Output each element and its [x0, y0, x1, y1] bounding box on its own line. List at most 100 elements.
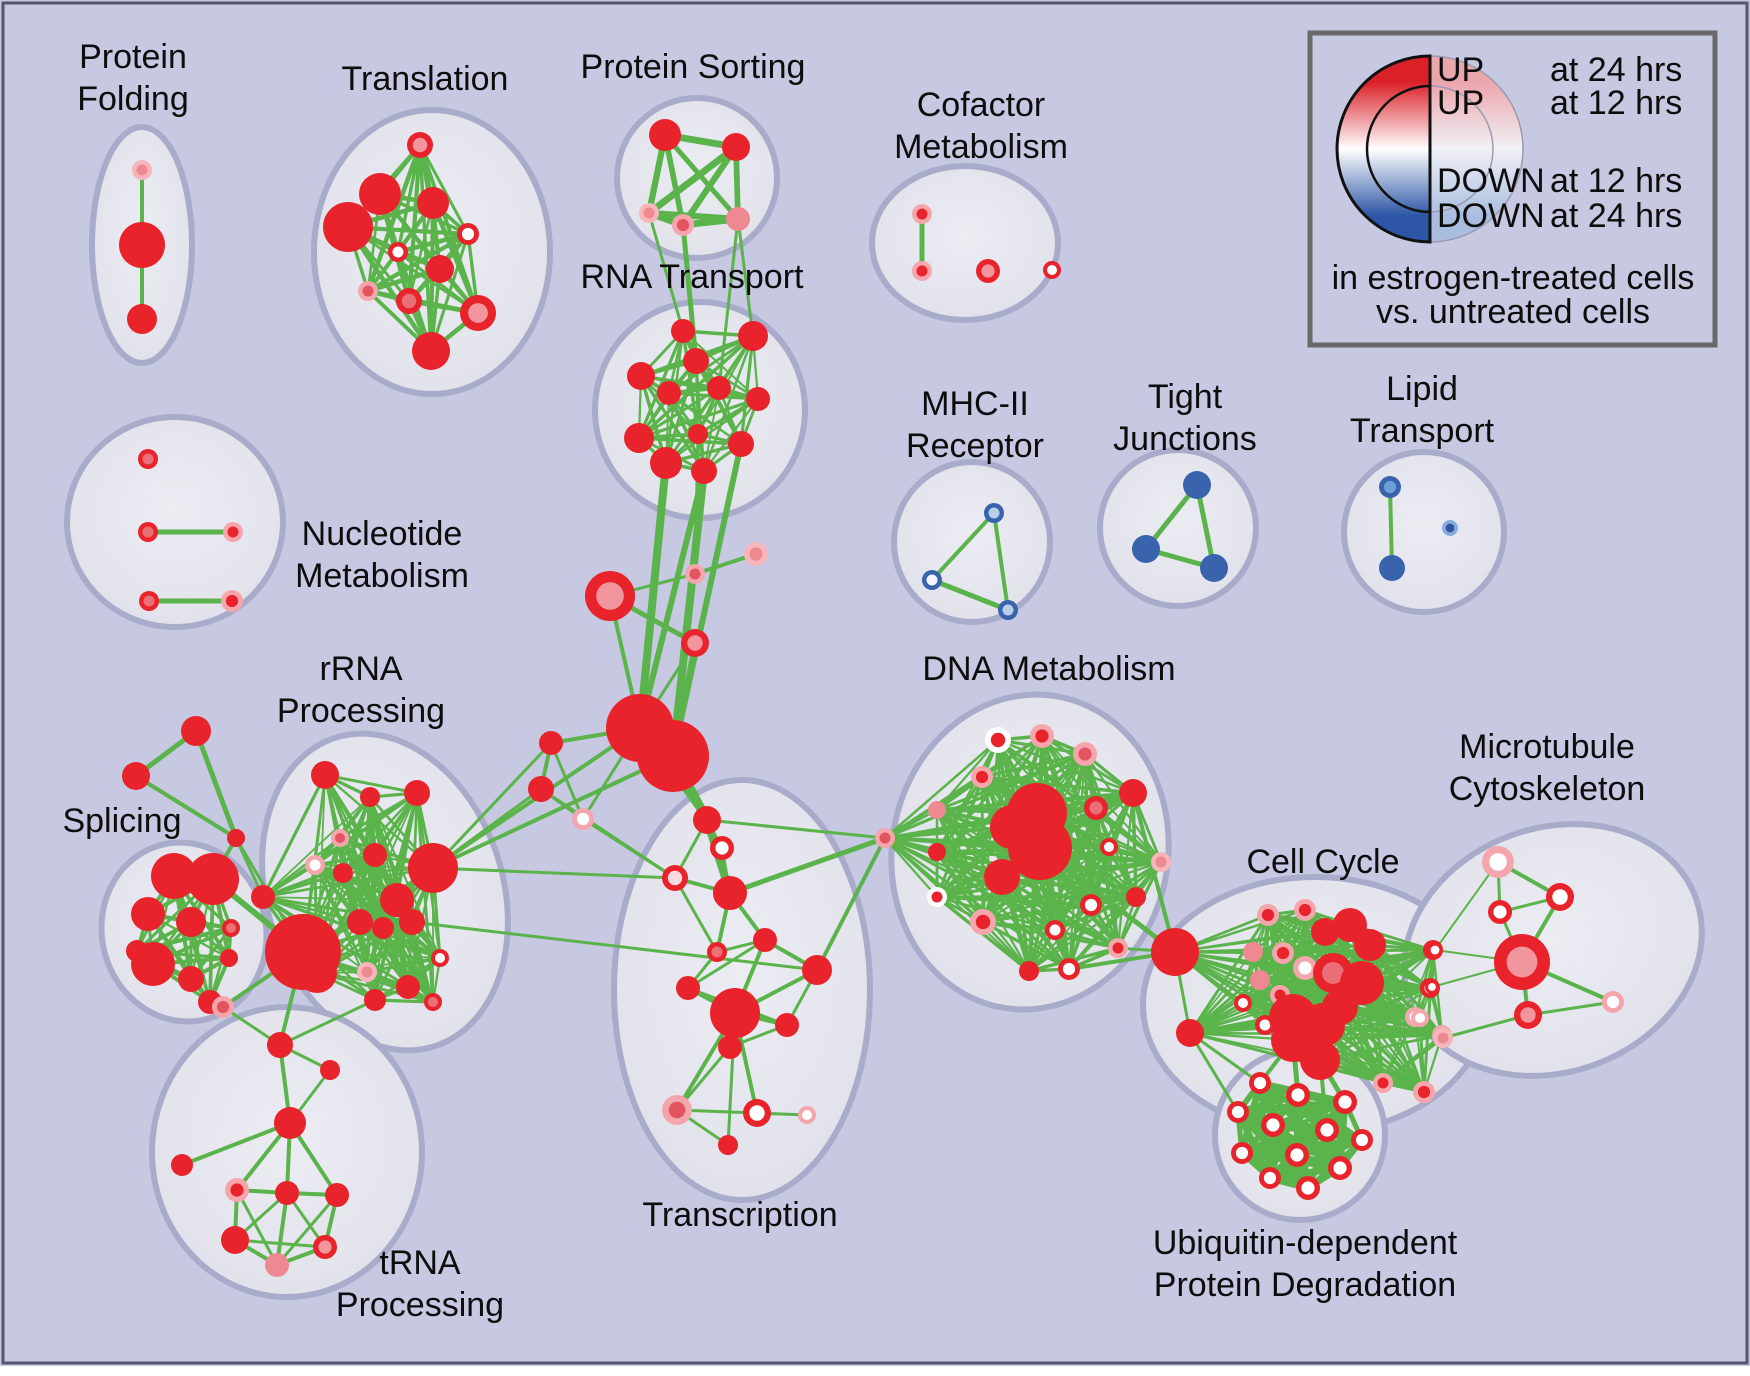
node-nucleotide-metabolism-0[interactable] — [138, 449, 158, 469]
node-splicing-4[interactable] — [222, 919, 240, 937]
node-rna-transport-7[interactable] — [688, 424, 708, 444]
node-cell-cycle-26[interactable] — [1413, 1081, 1435, 1103]
node-lipid-transport-2[interactable] — [1379, 555, 1405, 581]
node-dna-metabolism-22[interactable] — [1019, 961, 1039, 981]
node-transcription-0[interactable] — [693, 806, 721, 834]
node-transcription-1[interactable] — [710, 836, 734, 860]
node-cell-cycle-6[interactable] — [1354, 929, 1386, 961]
node-rrna-processing-11[interactable] — [399, 909, 425, 935]
node-connectors-2[interactable] — [685, 564, 705, 584]
node-cofactor-metabolism-2[interactable] — [976, 259, 1000, 283]
node-transcription-5[interactable] — [707, 942, 727, 962]
node-dna-metabolism-17[interactable] — [1126, 887, 1146, 907]
node-dna-metabolism-19[interactable] — [1045, 920, 1065, 940]
node-trna-processing-5[interactable] — [225, 1178, 249, 1202]
node-translation-4[interactable] — [388, 242, 408, 262]
node-splicing-6[interactable] — [131, 942, 175, 986]
node-rna-transport-4[interactable] — [657, 381, 681, 405]
node-dna-metabolism-20[interactable] — [1058, 958, 1080, 980]
node-microtubule-cytoskeleton-6[interactable] — [1602, 991, 1624, 1013]
node-lipid-transport-0[interactable] — [1379, 476, 1401, 498]
node-rna-transport-5[interactable] — [707, 376, 731, 400]
node-microtubule-cytoskeleton-8[interactable] — [1411, 1009, 1429, 1027]
node-connectors-6[interactable] — [539, 731, 563, 755]
node-cell-cycle-5[interactable] — [1311, 918, 1339, 946]
node-cell-cycle-3[interactable] — [1294, 899, 1316, 921]
node-cell-cycle-2[interactable] — [1257, 904, 1279, 926]
node-dna-metabolism-12[interactable] — [1100, 838, 1118, 856]
node-cell-cycle-12[interactable] — [1250, 970, 1270, 990]
node-connectors-3[interactable] — [744, 542, 768, 566]
node-translation-0[interactable] — [407, 132, 433, 158]
node-transcription-14[interactable] — [718, 1135, 738, 1155]
node-ubiquitin-2[interactable] — [1333, 1090, 1357, 1114]
node-mhc-ii-receptor-2[interactable] — [998, 600, 1018, 620]
node-dna-metabolism-16[interactable] — [1080, 894, 1102, 916]
node-cell-cycle-8[interactable] — [1272, 942, 1294, 964]
node-transcription-4[interactable] — [753, 928, 777, 952]
node-mhc-ii-receptor-1[interactable] — [922, 570, 942, 590]
node-ubiquitin-0[interactable] — [1249, 1072, 1271, 1094]
node-rna-transport-8[interactable] — [624, 423, 654, 453]
node-translation-6[interactable] — [426, 255, 454, 283]
node-mhc-ii-receptor-0[interactable] — [984, 503, 1004, 523]
node-splicing-3[interactable] — [176, 907, 206, 937]
node-rrna-processing-9[interactable] — [372, 917, 394, 939]
node-trna-processing-3[interactable] — [274, 1107, 306, 1139]
node-microtubule-cytoskeleton-5[interactable] — [1425, 980, 1439, 994]
node-ubiquitin-8[interactable] — [1285, 1143, 1309, 1167]
node-rna-transport-9[interactable] — [728, 431, 754, 457]
node-translation-7[interactable] — [358, 281, 378, 301]
node-trna-processing-8[interactable] — [221, 1226, 249, 1254]
node-dna-metabolism-21[interactable] — [1108, 938, 1128, 958]
node-splicing-2[interactable] — [131, 897, 165, 931]
node-rrna-processing-4[interactable] — [305, 855, 325, 875]
node-dna-metabolism-2[interactable] — [1073, 742, 1097, 766]
node-protein-sorting-0[interactable] — [649, 119, 681, 151]
node-translation-9[interactable] — [460, 295, 496, 331]
node-trna-processing-0[interactable] — [212, 996, 234, 1018]
node-protein-folding-2[interactable] — [127, 304, 157, 334]
node-cofactor-metabolism-3[interactable] — [1043, 261, 1061, 279]
node-protein-sorting-4[interactable] — [726, 207, 750, 231]
node-rrna-processing-6[interactable] — [333, 863, 353, 883]
node-translation-3[interactable] — [323, 202, 373, 252]
node-cell-cycle-9[interactable] — [1293, 956, 1317, 980]
node-trna-processing-4[interactable] — [171, 1154, 193, 1176]
node-transcription-8[interactable] — [710, 988, 760, 1038]
node-transcription-11[interactable] — [662, 1095, 692, 1125]
node-ubiquitin-6[interactable] — [1351, 1129, 1373, 1151]
node-rrna-processing-3[interactable] — [331, 829, 349, 847]
node-connectors-1[interactable] — [637, 720, 709, 792]
node-connectors-7[interactable] — [528, 776, 554, 802]
node-ubiquitin-11[interactable] — [1296, 1176, 1320, 1200]
node-splicing-8[interactable] — [220, 949, 238, 967]
node-dna-metabolism-3[interactable] — [971, 766, 993, 788]
node-translation-2[interactable] — [417, 187, 449, 219]
node-ubiquitin-7[interactable] — [1231, 1142, 1253, 1164]
node-rrna-processing-0[interactable] — [311, 761, 339, 789]
node-splicing-7[interactable] — [178, 966, 204, 992]
node-rrna-processing-16[interactable] — [424, 993, 442, 1011]
node-nucleotide-metabolism-3[interactable] — [139, 591, 159, 611]
node-ubiquitin-10[interactable] — [1259, 1167, 1281, 1189]
node-splicing-triangle-1[interactable] — [122, 762, 150, 790]
node-protein-folding-0[interactable] — [132, 160, 152, 180]
node-rna-transport-1[interactable] — [738, 321, 768, 351]
node-microtubule-cytoskeleton-0[interactable] — [1482, 846, 1514, 878]
node-dna-metabolism-10[interactable] — [875, 828, 895, 848]
node-splicing-triangle-0[interactable] — [181, 716, 211, 746]
node-transcription-10[interactable] — [718, 1035, 742, 1059]
node-dna-metabolism-18[interactable] — [970, 909, 996, 935]
node-ubiquitin-9[interactable] — [1328, 1156, 1352, 1180]
node-cell-cycle-1[interactable] — [1176, 1019, 1204, 1047]
node-trna-processing-2[interactable] — [320, 1060, 340, 1080]
node-translation-8[interactable] — [396, 288, 422, 314]
node-protein-folding-1[interactable] — [119, 222, 165, 268]
node-transcription-12[interactable] — [743, 1099, 771, 1127]
node-rna-transport-2[interactable] — [683, 348, 709, 374]
node-splicing-0[interactable] — [151, 853, 197, 899]
node-translation-10[interactable] — [412, 332, 450, 370]
node-rrna-processing-15[interactable] — [364, 989, 386, 1011]
node-nucleotide-metabolism-4[interactable] — [221, 590, 243, 612]
